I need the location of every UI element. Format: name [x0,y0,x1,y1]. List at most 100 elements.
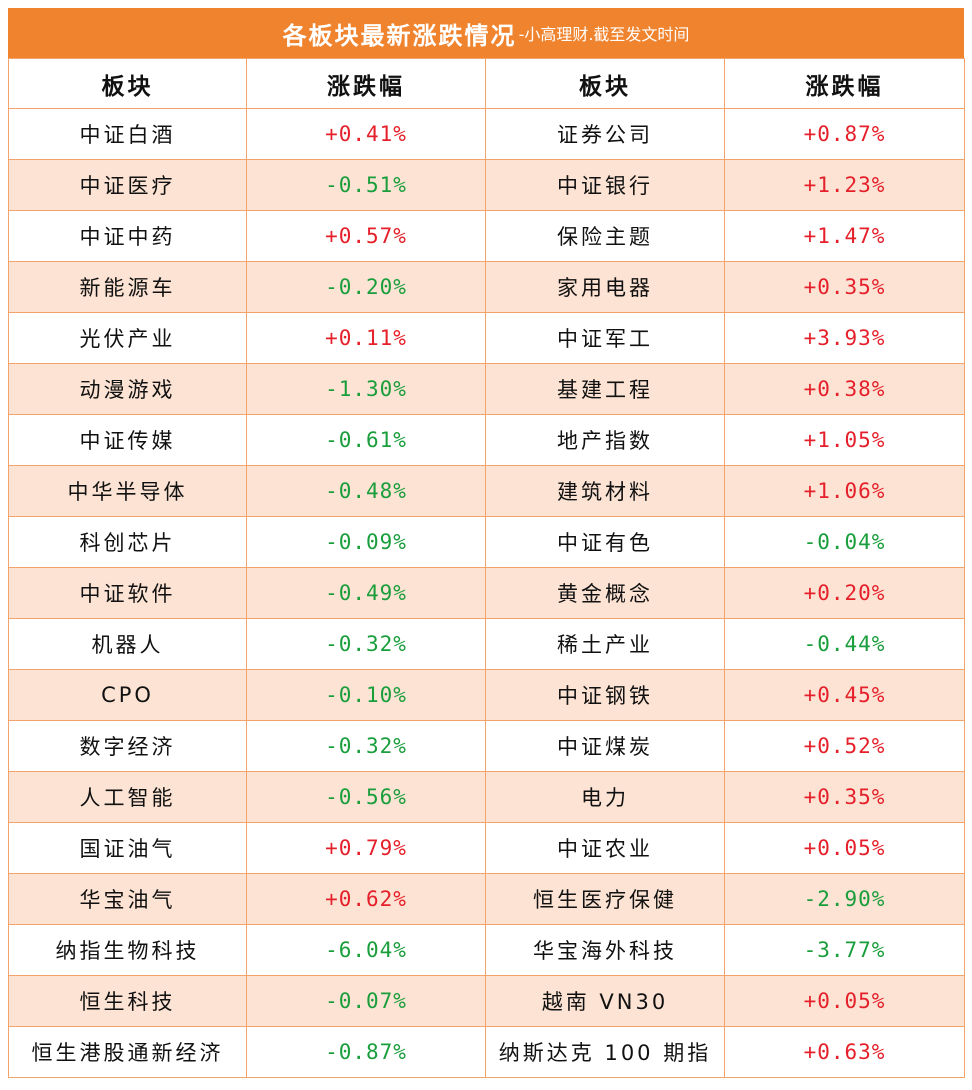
header-change-left: 涨跌幅 [246,58,486,109]
title-bar: 各板块最新涨跌情况 -小高理财.截至发文时间 [8,8,964,58]
sector-name-cell: 数字经济 [8,720,247,772]
sector-name-cell: 光伏产业 [8,312,247,364]
sector-name-cell: 中证白酒 [8,108,247,160]
change-value-cell: -0.87% [246,1026,486,1078]
sector-name-cell: 中证军工 [485,312,725,364]
sector-name-cell: 恒生医疗保健 [485,873,725,925]
change-value-cell: -0.51% [246,159,486,211]
sector-name-cell: 中华半导体 [8,465,247,517]
change-value-cell: -1.30% [246,363,486,415]
change-value-cell: +0.20% [724,567,965,619]
change-value-cell: -0.10% [246,669,486,721]
change-value-cell: -6.04% [246,924,486,976]
change-value-cell: +0.35% [724,771,965,823]
sector-name-cell: 稀土产业 [485,618,725,670]
sector-name-cell: 保险主题 [485,210,725,262]
change-value-cell: -0.20% [246,261,486,313]
table-row: 华宝油气 +0.62% 恒生医疗保健 -2.90% [8,873,965,925]
table-subtitle: -小高理财.截至发文时间 [518,25,690,44]
change-value-cell: -0.07% [246,975,486,1027]
sector-name-cell: 黄金概念 [485,567,725,619]
change-value-cell: +0.87% [724,108,965,160]
sector-name-cell: 机器人 [8,618,247,670]
change-value-cell: -0.32% [246,618,486,670]
sector-name-cell: 越南 VN30 [485,975,725,1027]
change-value-cell: +1.47% [724,210,965,262]
table-row: 中证中药 +0.57% 保险主题 +1.47% [8,210,965,262]
sector-name-cell: 中证医疗 [8,159,247,211]
sector-name-cell: 恒生科技 [8,975,247,1027]
change-value-cell: -2.90% [724,873,965,925]
change-value-cell: -0.09% [246,516,486,568]
change-value-cell: -0.48% [246,465,486,517]
change-value-cell: +0.05% [724,975,965,1027]
table-row: 中证传媒 -0.61% 地产指数 +1.05% [8,414,965,466]
table-row: 纳指生物科技 -6.04% 华宝海外科技 -3.77% [8,924,965,976]
table-title: 各板块最新涨跌情况 [282,21,517,50]
sector-name-cell: 中证软件 [8,567,247,619]
sector-name-cell: 中证银行 [485,159,725,211]
table-row: 中证白酒 +0.41% 证券公司 +0.87% [8,108,965,160]
sector-name-cell: 国证油气 [8,822,247,874]
change-value-cell: +0.38% [724,363,965,415]
table-body: 中证白酒 +0.41% 证券公司 +0.87% 中证医疗 -0.51% 中证银行 +1.23%… [8,108,965,1078]
table-row: CPO -0.10% 中证钢铁 +0.45% [8,669,965,721]
table-row: 人工智能 -0.56% 电力 +0.35% [8,771,965,823]
change-value-cell: +0.62% [246,873,486,925]
change-value-cell: -0.61% [246,414,486,466]
sector-name-cell: 恒生港股通新经济 [8,1026,247,1078]
sector-name-cell: 人工智能 [8,771,247,823]
table-row: 数字经济 -0.32% 中证煤炭 +0.52% [8,720,965,772]
table-row: 动漫游戏 -1.30% 基建工程 +0.38% [8,363,965,415]
sector-table-container: 各板块最新涨跌情况 -小高理财.截至发文时间 板块 涨跌幅 板块 涨跌幅 中证白… [8,8,965,1078]
sector-name-cell: 中证有色 [485,516,725,568]
header-sector-left: 板块 [8,58,247,109]
change-value-cell: +0.45% [724,669,965,721]
change-value-cell: +0.57% [246,210,486,262]
table-row: 中华半导体 -0.48% 建筑材料 +1.06% [8,465,965,517]
header-row: 板块 涨跌幅 板块 涨跌幅 [8,58,965,109]
change-value-cell: +0.41% [246,108,486,160]
change-value-cell: +0.11% [246,312,486,364]
table-row: 机器人 -0.32% 稀土产业 -0.44% [8,618,965,670]
change-value-cell: +0.05% [724,822,965,874]
sector-name-cell: 中证农业 [485,822,725,874]
sector-name-cell: CPO [8,669,247,721]
sector-name-cell: 家用电器 [485,261,725,313]
table-row: 国证油气 +0.79% 中证农业 +0.05% [8,822,965,874]
change-value-cell: +0.52% [724,720,965,772]
change-value-cell: +1.23% [724,159,965,211]
sector-name-cell: 华宝海外科技 [485,924,725,976]
sector-name-cell: 中证中药 [8,210,247,262]
sector-name-cell: 动漫游戏 [8,363,247,415]
change-value-cell: +0.79% [246,822,486,874]
sector-change-table: 板块 涨跌幅 板块 涨跌幅 中证白酒 +0.41% 证券公司 +0.87% 中证医疗 -0… [8,58,965,1078]
table-row: 中证医疗 -0.51% 中证银行 +1.23% [8,159,965,211]
change-value-cell: -0.49% [246,567,486,619]
change-value-cell: -0.32% [246,720,486,772]
sector-name-cell: 纳斯达克 100 期指 [485,1026,725,1078]
sector-name-cell: 华宝油气 [8,873,247,925]
header-change-right: 涨跌幅 [724,58,965,109]
change-value-cell: +0.35% [724,261,965,313]
change-value-cell: +1.05% [724,414,965,466]
table-row: 恒生港股通新经济 -0.87% 纳斯达克 100 期指 +0.63% [8,1026,965,1078]
table-row: 光伏产业 +0.11% 中证军工 +3.93% [8,312,965,364]
sector-name-cell: 证券公司 [485,108,725,160]
sector-name-cell: 中证煤炭 [485,720,725,772]
sector-name-cell: 基建工程 [485,363,725,415]
change-value-cell: -0.56% [246,771,486,823]
sector-name-cell: 中证钢铁 [485,669,725,721]
change-value-cell: +3.93% [724,312,965,364]
change-value-cell: +0.63% [724,1026,965,1078]
change-value-cell: +1.06% [724,465,965,517]
table-row: 科创芯片 -0.09% 中证有色 -0.04% [8,516,965,568]
sector-name-cell: 新能源车 [8,261,247,313]
table-row: 恒生科技 -0.07% 越南 VN30 +0.05% [8,975,965,1027]
change-value-cell: -0.04% [724,516,965,568]
sector-name-cell: 中证传媒 [8,414,247,466]
change-value-cell: -0.44% [724,618,965,670]
table-row: 新能源车 -0.20% 家用电器 +0.35% [8,261,965,313]
sector-name-cell: 科创芯片 [8,516,247,568]
sector-name-cell: 纳指生物科技 [8,924,247,976]
